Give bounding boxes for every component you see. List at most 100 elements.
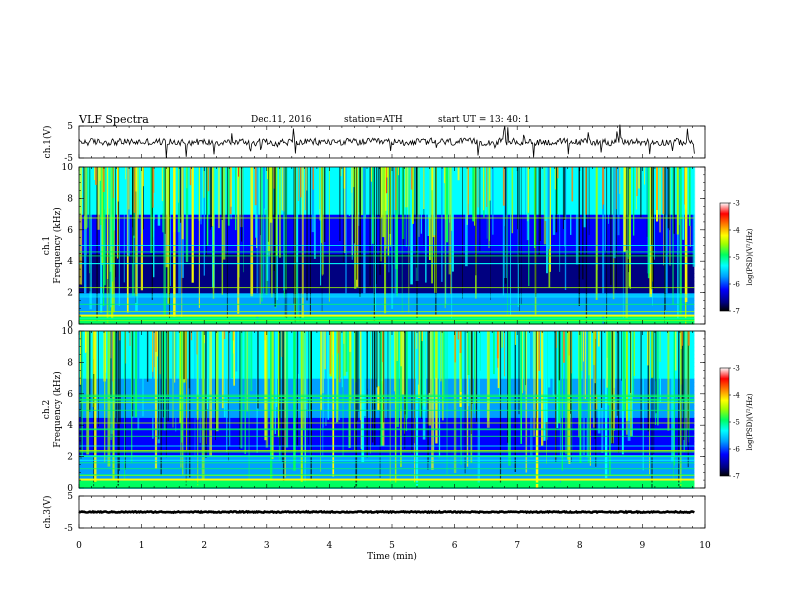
ch3-waveform-trace [78, 509, 695, 515]
ch2-spectrogram-gap [470, 331, 472, 434]
ch1-spectrogram-line [79, 296, 695, 298]
x-tick-label: 5 [389, 541, 395, 551]
ch2-spectrogram-streak [582, 331, 586, 455]
ch1-spectrogram-streak [363, 167, 366, 303]
ch2-spectrogram-ytick-label: 6 [67, 390, 73, 400]
ch2-spectrogram-hot [154, 331, 155, 368]
ch1-spectrogram-gap [535, 167, 537, 298]
ch2-spectrogram-colorbar-tick-label: -3 [733, 365, 740, 373]
ch1-spectrogram-gap [414, 167, 416, 222]
ch1-spectrogram-gap [490, 167, 491, 300]
ch2-spectrogram-gap [132, 331, 134, 417]
ch1-spectrogram-gap [667, 167, 670, 229]
ch2-spectrogram-band [79, 338, 695, 344]
ch2-spectrogram-hot [343, 331, 345, 344]
ch2-spectrogram-streak [202, 331, 205, 480]
ch2-spectrogram-streak [604, 331, 608, 479]
ch1-spectrogram-hot [571, 167, 574, 202]
ch1-spectrogram-ylabel: Frequency (kHz) [52, 207, 63, 284]
ch1-spectrogram-streak [441, 167, 443, 282]
ch2-spectrogram-band [79, 456, 695, 462]
ch1-spectrogram-gap [518, 167, 519, 264]
ch2-spectrogram-line [79, 459, 695, 461]
ch1-spectrogram-gap [356, 167, 358, 280]
ch1-spectrogram-streak [552, 167, 556, 235]
ch2-spectrogram-band [79, 421, 695, 426]
ch2-spectrogram-streak [223, 331, 226, 418]
ch1-spectrogram-streak [351, 167, 353, 260]
ch2-spectrogram-hot [675, 331, 677, 371]
ch2-spectrogram-gap [376, 331, 378, 388]
ch2-spectrogram-streak [343, 331, 347, 376]
ch1-spectrogram-streak [692, 167, 696, 267]
ch1-spectrogram-line [79, 255, 695, 257]
ch2-spectrogram-streak [209, 331, 212, 456]
ch2-spectrogram-gap [357, 331, 359, 421]
ch2-spectrogram-band [79, 346, 695, 352]
ch1-spectrogram-streak [617, 167, 620, 236]
ch2-spectrogram-streak [479, 331, 481, 371]
ch2-spectrogram-gap [93, 331, 95, 487]
ch2-spectrogram-streak [680, 331, 683, 385]
ch2-spectrogram-streak [630, 331, 632, 437]
ch2-spectrogram-streak [440, 331, 442, 382]
x-tick-label: 9 [640, 541, 646, 551]
ch2-spectrogram-hot [563, 331, 565, 363]
ch2-spectrogram-streak [497, 331, 500, 389]
ch1-spectrogram-hot [477, 167, 479, 208]
ch2-spectrogram-streak [172, 331, 174, 428]
ch2-spectrogram-streak [627, 331, 631, 441]
ch1-spectrogram-streak [259, 167, 261, 305]
ch2-spectrogram-gap [621, 331, 622, 381]
ch1-spectrogram-streak [203, 167, 205, 276]
ch1-spectrogram-hot [125, 167, 126, 180]
ch2-spectrogram-streak [631, 331, 635, 397]
ch1-spectrogram-streak [418, 167, 420, 237]
ch1-spectrogram-gap [652, 167, 654, 289]
ch1-spectrogram-hot [386, 167, 388, 178]
ch2-spectrogram-streak [415, 331, 419, 486]
ch1-spectrogram-streak [547, 167, 550, 250]
ch2-spectrogram-streak [320, 331, 321, 472]
ch1-spectrogram-streak [227, 167, 230, 226]
ch2-spectrogram-gap [681, 331, 683, 399]
ch1-spectrogram-band [79, 284, 695, 290]
ch1-spectrogram-hot [99, 167, 101, 181]
ch1-spectrogram-streak [677, 167, 679, 320]
ch1-spectrogram-streak [488, 167, 490, 249]
ch2-spectrogram-hot [594, 331, 596, 384]
ch1-spectrogram-band [79, 280, 695, 286]
ch1-spectrogram-streak [665, 167, 668, 315]
ch1-spectrogram-line [79, 217, 695, 219]
ch1-spectrogram-band [79, 276, 695, 282]
ch1-spectrogram-band [79, 225, 695, 231]
ch2-spectrogram-gap [310, 331, 312, 420]
ch2-spectrogram-gap [119, 331, 120, 471]
ch1-spectrogram-line [79, 311, 695, 313]
ch1-spectrogram-streak [360, 167, 363, 216]
ch2-spectrogram-hot [598, 331, 600, 347]
ch2-spectrogram-streak [286, 331, 289, 448]
ch2-spectrogram-streak [422, 331, 426, 440]
ch1-spectrogram-streak [679, 167, 682, 314]
ch1-spectrogram-band [79, 308, 695, 313]
ch2-spectrogram-band [79, 409, 695, 414]
ch2-spectrogram-gap [115, 331, 117, 423]
ch2-spectrogram-streak [613, 331, 615, 431]
ch2-spectrogram-streak [298, 331, 299, 374]
ch2-spectrogram-streak [273, 331, 275, 399]
ch1-spectrogram-streak [420, 167, 422, 234]
ch1-spectrogram-gap [389, 167, 391, 234]
ch1-spectrogram-hot [410, 167, 413, 190]
ch1-spectrogram-band [79, 245, 695, 250]
ch1-spectrogram-gap [392, 167, 394, 266]
ch1-spectrogram-gap [673, 167, 675, 234]
ch1-spectrogram-hot [619, 167, 621, 194]
ch2-spectrogram-ytick-label: 4 [67, 421, 73, 431]
ch1-spectrogram-streak [510, 167, 511, 316]
ch2-spectrogram-ytick-label: 2 [67, 453, 73, 463]
ch1-spectrogram-streak [472, 167, 475, 222]
ch1-spectrogram-hot [95, 167, 97, 185]
ch2-spectrogram-band [79, 433, 695, 438]
ch2-spectrogram-streak [561, 331, 563, 471]
